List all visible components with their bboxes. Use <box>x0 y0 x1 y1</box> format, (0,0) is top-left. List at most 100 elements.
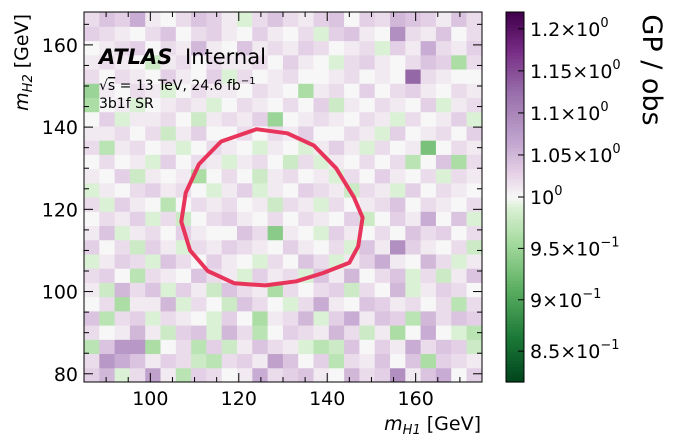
heatmap-cell <box>237 40 253 56</box>
heatmap-cell <box>114 83 131 99</box>
heatmap-cell <box>466 325 482 340</box>
heatmap-cell <box>328 367 345 382</box>
colorbar-segment <box>506 311 524 315</box>
heatmap-cell <box>237 154 253 170</box>
heatmap-cell <box>282 111 299 127</box>
heatmap-cell <box>359 197 376 212</box>
heatmap-cell <box>359 125 376 141</box>
heatmap-cell <box>114 26 131 42</box>
heatmap-cell <box>84 154 100 170</box>
heatmap-cell <box>313 182 330 198</box>
heatmap-cell <box>405 26 422 42</box>
heatmap-cell <box>252 26 269 42</box>
heatmap-cell <box>451 211 468 227</box>
heatmap-cell <box>466 339 482 355</box>
heatmap-cell <box>237 225 253 241</box>
heatmap-cell <box>298 54 315 70</box>
colorbar-tick-label: 9×10−1 <box>530 287 601 312</box>
heatmap-cell <box>344 325 360 340</box>
heatmap-cell <box>313 26 330 42</box>
colorbar-tick-label: 100 <box>530 184 562 209</box>
heatmap-cell <box>114 111 131 127</box>
heatmap-cell <box>435 367 452 382</box>
heatmap-cell <box>221 97 238 113</box>
heatmap-cell <box>221 182 238 198</box>
heatmap-cell <box>267 54 284 70</box>
heatmap-cell <box>374 54 391 70</box>
heatmap-cell <box>313 12 330 27</box>
colorbar-segment <box>506 95 524 99</box>
heatmap-cell <box>466 296 482 312</box>
heatmap-cell <box>160 125 177 141</box>
colorbar-segment <box>506 378 524 383</box>
energy-text: = 13 TeV, 24.6 fb <box>115 78 241 94</box>
heatmap-cell <box>84 211 100 227</box>
heatmap-cell <box>420 268 437 283</box>
heatmap-cell <box>160 211 177 227</box>
heatmap-cell <box>114 125 131 141</box>
colorbar-segment <box>506 246 524 251</box>
heatmap-cell <box>435 282 452 298</box>
heatmap-cell <box>374 83 391 99</box>
heatmap-cell <box>435 225 452 241</box>
heatmap-cell <box>435 296 452 312</box>
colorbar-segment <box>506 132 524 136</box>
heatmap-cell <box>267 296 284 312</box>
heatmap-cell <box>84 111 100 127</box>
heatmap-cell <box>374 12 391 27</box>
colorbar-segment <box>506 255 524 260</box>
colorbar-segment <box>506 283 524 288</box>
heatmap-cell <box>282 182 299 198</box>
colorbar-segment <box>506 366 524 371</box>
heatmap-cell <box>282 253 299 269</box>
heatmap-cell <box>344 353 360 369</box>
heatmap-cell <box>466 353 482 369</box>
heatmap-cell <box>435 97 452 113</box>
heatmap-cell <box>298 225 315 241</box>
colorbar-segment <box>506 212 524 217</box>
heatmap-cell <box>374 125 391 141</box>
heatmap-cell <box>298 239 315 255</box>
energy-annotation: √s = 13 TeV, 24.6 fb−1 <box>99 76 256 94</box>
heatmap-cell <box>99 239 116 255</box>
heatmap-cell <box>420 225 437 241</box>
heatmap-cell <box>252 339 269 355</box>
heatmap-cell <box>420 211 437 227</box>
heatmap-cell <box>84 182 100 198</box>
y-tick-label: 160 <box>42 35 78 57</box>
heatmap-cell <box>466 154 482 170</box>
heatmap-cell <box>221 69 238 84</box>
heatmap-cell <box>221 296 238 312</box>
heatmap-cell <box>328 296 345 312</box>
heatmap-cell <box>435 182 452 198</box>
heatmap-cell <box>328 268 345 283</box>
colorbar-segment <box>506 30 524 35</box>
heatmap-cell <box>313 69 330 84</box>
heatmap-cell <box>282 54 299 70</box>
heatmap-cell <box>237 182 253 198</box>
heatmap-cell <box>114 282 131 298</box>
colorbar-segment <box>506 98 524 103</box>
heatmap-cell <box>129 111 146 127</box>
heatmap-cell <box>145 310 162 326</box>
heatmap-cell <box>435 140 452 155</box>
heatmap-cell <box>145 54 162 70</box>
heatmap-cell <box>451 225 468 241</box>
heatmap-cell <box>405 268 422 283</box>
heatmap-cell <box>374 225 391 241</box>
heatmap-cell <box>129 26 146 42</box>
heatmap-cell <box>129 197 146 212</box>
heatmap-cell <box>420 69 437 84</box>
heatmap-cell <box>435 26 452 42</box>
heatmap-cell <box>145 83 162 99</box>
colorbar-segment <box>506 357 524 362</box>
colorbar-segment <box>506 116 524 121</box>
heatmap-cell <box>84 282 100 298</box>
colorbar-segment <box>506 320 524 325</box>
heatmap-cell <box>282 197 299 212</box>
heatmap-cell <box>114 310 131 326</box>
heatmap-cell <box>374 182 391 198</box>
heatmap-cell <box>84 225 100 241</box>
heatmap-cell <box>420 182 437 198</box>
